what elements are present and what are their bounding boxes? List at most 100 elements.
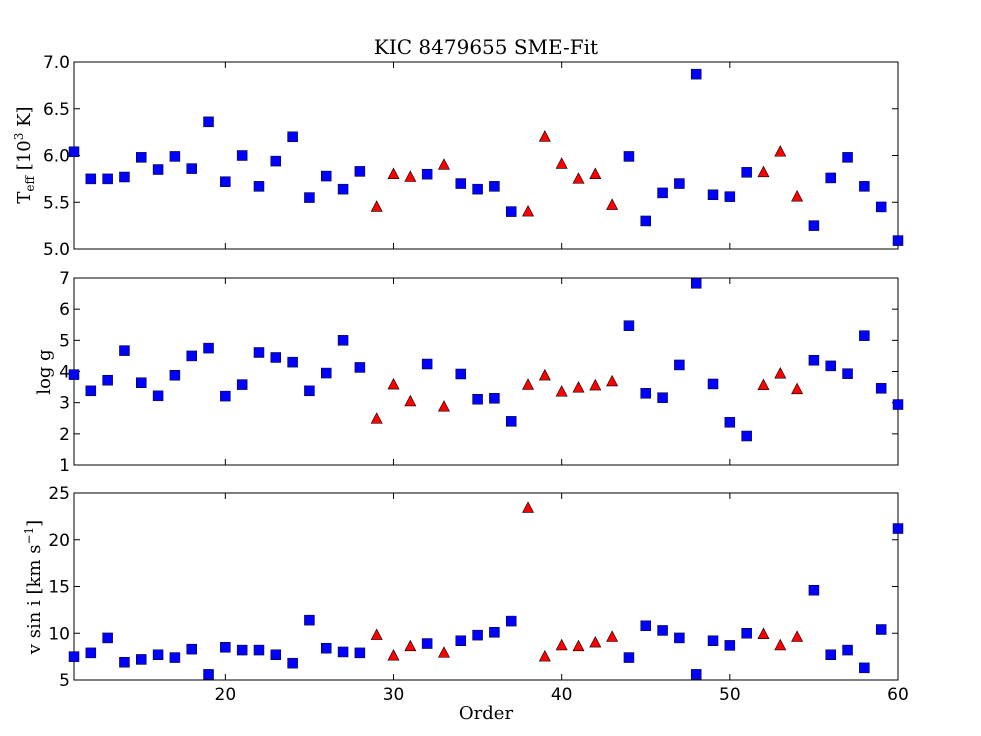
- logg-triangle-point: [606, 374, 619, 387]
- logg-ylabel: log g: [34, 349, 55, 394]
- teff-triangle-point: [522, 204, 535, 217]
- logg-square-point: [640, 388, 652, 399]
- vsini-square-point: [505, 615, 517, 627]
- vsini-triangle-point: [774, 638, 787, 651]
- vsini-triangle-point: [538, 649, 551, 662]
- logg-square-point: [320, 367, 332, 379]
- teff-triangle-point: [387, 167, 400, 179]
- teff-square-point: [220, 176, 231, 187]
- teff-triangle-point: [370, 200, 383, 212]
- vsini-xtick-label: 40: [551, 685, 573, 705]
- logg-square-point: [707, 378, 719, 390]
- teff-square-point: [304, 192, 315, 203]
- logg-square-point: [690, 278, 702, 289]
- logg-ytick-label: 1: [59, 456, 70, 476]
- logg-square-point: [68, 369, 80, 380]
- logg-square-point: [220, 390, 231, 402]
- teff-plot-frame: [73, 61, 899, 250]
- teff-square-point: [489, 181, 500, 192]
- vsini-square-point: [741, 628, 752, 639]
- vsini-square-point: [472, 629, 483, 641]
- vsini-square-point: [842, 644, 853, 656]
- teff-ytick-label: 5.0: [43, 240, 70, 260]
- logg-panel: 1 2 3 4 5 6 7: [59, 269, 904, 476]
- logg-square-point: [85, 385, 97, 397]
- logg-plot-frame: [73, 277, 899, 466]
- teff-triangle-point: [606, 198, 619, 210]
- vsini-square-point: [169, 652, 181, 663]
- logg-square-point: [136, 377, 147, 388]
- vsini-square-point: [421, 638, 433, 649]
- logg-square-point: [421, 358, 433, 370]
- teff-square-point: [707, 189, 719, 201]
- teff-square-point: [68, 146, 80, 158]
- logg-ytick-label: 6: [59, 300, 70, 320]
- teff-triangle-point: [774, 145, 787, 157]
- logg-square-point: [842, 368, 853, 379]
- teff-triangle-point: [572, 172, 585, 184]
- vsini-square-point: [892, 523, 904, 534]
- teff-triangle-point: [538, 130, 551, 142]
- teff-square-point: [640, 215, 652, 227]
- vsini-square-point: [623, 652, 635, 663]
- teff-square-point: [674, 178, 685, 189]
- logg-ytick-label: 5: [59, 331, 70, 351]
- logg-triangle-point: [522, 378, 535, 390]
- logg-square-point: [808, 355, 820, 366]
- logg-triangle-point: [589, 378, 602, 391]
- teff-square-point: [152, 164, 164, 175]
- teff-square-point: [892, 235, 904, 246]
- vsini-square-point: [186, 643, 197, 655]
- vsini-square-point: [707, 635, 719, 646]
- x-axis-label: Order: [459, 703, 514, 724]
- logg-square-point: [472, 393, 483, 405]
- teff-square-point: [119, 171, 130, 183]
- teff-square-point: [186, 163, 197, 174]
- teff-triangle-point: [791, 189, 804, 202]
- teff-square-point: [169, 151, 181, 162]
- logg-square-point: [236, 379, 248, 390]
- vsini-square-point: [354, 647, 366, 659]
- vsini-triangle-point: [572, 639, 585, 652]
- teff-square-point: [253, 181, 265, 192]
- logg-triangle-point: [370, 412, 383, 424]
- teff-square-point: [859, 181, 870, 192]
- logg-ytick-label: 7: [59, 269, 70, 289]
- vsini-xtick-label: 20: [215, 685, 237, 705]
- logg-square-point: [859, 330, 870, 341]
- teff-square-point: [825, 172, 836, 184]
- teff-square-point: [287, 131, 298, 143]
- vsini-square-point: [875, 624, 887, 635]
- logg-square-point: [724, 417, 736, 428]
- vsini-triangle-point: [404, 639, 417, 652]
- teff-square-point: [455, 178, 467, 189]
- teff-square-point: [724, 191, 736, 202]
- logg-square-point: [489, 393, 500, 404]
- vsini-square-point: [102, 632, 113, 644]
- logg-triangle-point: [538, 368, 551, 381]
- vsini-triangle-point: [555, 638, 568, 651]
- logg-ytick-label: 4: [59, 363, 70, 383]
- vsini-square-point: [68, 651, 80, 662]
- vsini-triangle-point: [387, 649, 400, 661]
- teff-triangle-point: [757, 165, 770, 178]
- vsini-triangle-point: [791, 630, 804, 642]
- vsini-square-point: [825, 649, 836, 661]
- teff-triangle-point: [589, 167, 602, 179]
- logg-square-point: [253, 347, 265, 358]
- teff-square-point: [657, 187, 668, 199]
- teff-square-point: [808, 220, 820, 231]
- vsini-triangle-point: [757, 627, 770, 639]
- vsini-square-point: [270, 649, 282, 661]
- logg-square-point: [119, 345, 130, 356]
- teff-triangle-point: [437, 158, 450, 170]
- vsini-xtick-label: 30: [383, 685, 405, 705]
- teff-ytick-label: 5.5: [43, 193, 70, 213]
- vsini-ytick-label: 15: [48, 578, 70, 598]
- logg-square-point: [674, 359, 685, 371]
- teff-square-point: [85, 173, 97, 185]
- vsini-ytick-label: 25: [48, 484, 70, 504]
- logg-triangle-point: [404, 394, 417, 407]
- logg-square-point: [203, 342, 214, 354]
